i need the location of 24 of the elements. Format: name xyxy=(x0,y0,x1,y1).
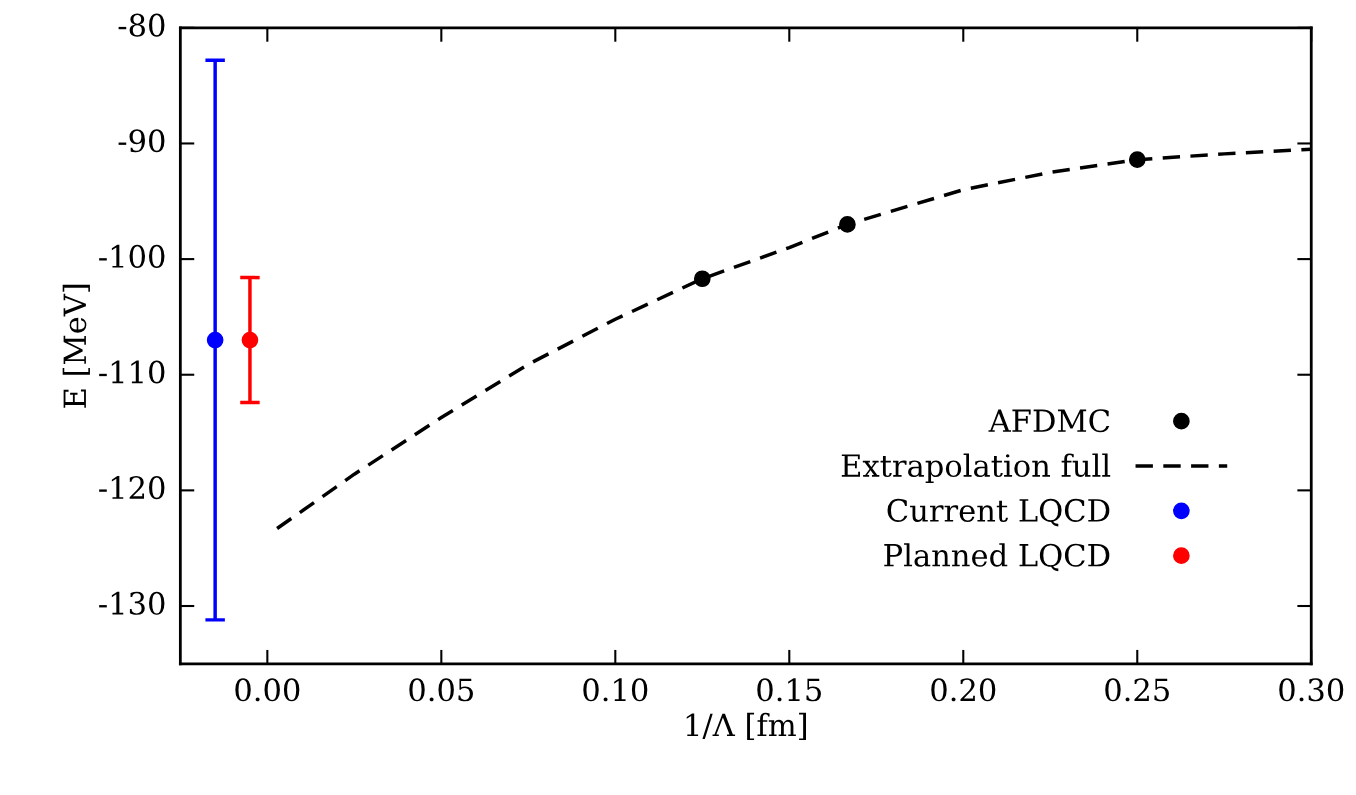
y-axis-title: E [MeV] xyxy=(62,284,90,408)
point xyxy=(693,270,711,288)
legend-label: Extrapolation full xyxy=(841,453,1111,484)
y-tick-label: -100 xyxy=(99,244,165,268)
x-tick-label: 0.30 xyxy=(1279,678,1344,702)
x-tick-label: 0.20 xyxy=(931,678,996,702)
x-tick-label: 0.15 xyxy=(757,678,821,702)
y-tick-label: -120 xyxy=(99,476,165,500)
x-tick-label: 0.25 xyxy=(1105,678,1169,702)
x-tick-label: 0.10 xyxy=(583,678,648,702)
legend-label: Current LQCD xyxy=(887,498,1110,527)
point xyxy=(1128,151,1146,168)
x-tick-label: 0.00 xyxy=(235,678,300,702)
y-tick-label: -80 xyxy=(118,13,165,37)
legend-label: Planned LQCD xyxy=(884,543,1110,572)
point xyxy=(839,216,856,233)
y-tick-label: -90 xyxy=(118,129,165,153)
y-tick-label: -110 xyxy=(99,360,165,384)
point xyxy=(206,331,224,349)
x-axis-title: 1/Λ [fm] xyxy=(686,712,806,741)
x-tick-label: 0.05 xyxy=(409,678,473,702)
point xyxy=(241,331,259,349)
legend-label: AFDMC xyxy=(988,409,1110,433)
y-tick-label: -130 xyxy=(99,591,165,615)
